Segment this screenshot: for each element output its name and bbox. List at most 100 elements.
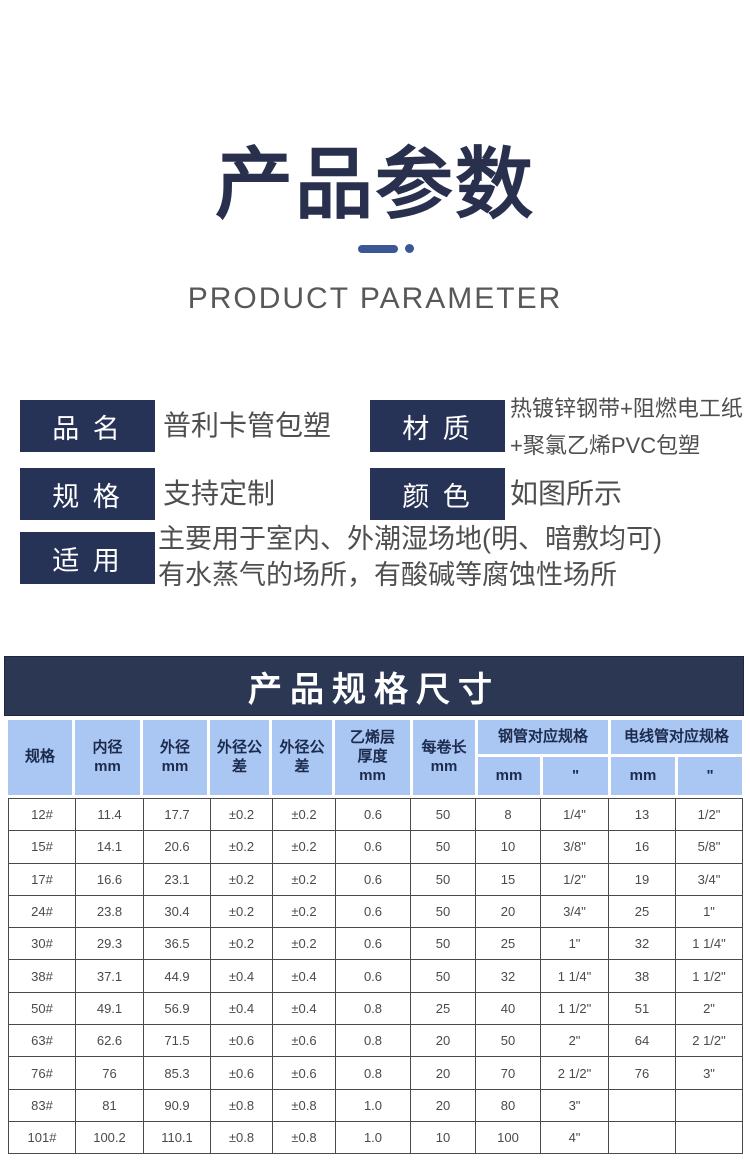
table-cell: 12# xyxy=(8,797,76,832)
table-row: 101# 100.2 110.1 ±0.8 ±0.8 1.0 10 100 4" xyxy=(8,1120,743,1155)
table-cell: 19 xyxy=(608,862,676,896)
column-header: 外径公差 xyxy=(210,720,269,795)
table-cell: 1 1/4" xyxy=(540,959,609,993)
page-title: 产品参数 xyxy=(214,140,535,228)
table-row: 15# 14.1 20.6 ±0.2 ±0.2 0.6 50 10 3/8" 16 5/8" xyxy=(8,830,743,864)
page-subtitle: PRODUCT PARAMETER xyxy=(187,282,563,315)
table-row: 17# 16.6 23.1 ±0.2 ±0.2 0.6 50 15 1/2" 19 3/4" xyxy=(8,862,743,896)
table-cell xyxy=(608,1088,676,1122)
table-cell: 1 1/2" xyxy=(675,959,743,993)
table-cell: 0.8 xyxy=(335,1024,411,1058)
sub-header: mm xyxy=(611,757,675,795)
table-cell: 0.6 xyxy=(335,927,411,961)
spec-value-specification: 支持定制 xyxy=(163,478,276,509)
table-cell: 76# xyxy=(8,1056,76,1090)
sub-header: " xyxy=(543,757,608,795)
table-row: 38# 37.1 44.9 ±0.4 ±0.4 0.6 50 32 1 1/4" 38 1 1/2" xyxy=(8,959,743,993)
table-cell: 5/8" xyxy=(675,830,743,864)
table-cell: ±0.8 xyxy=(210,1120,273,1155)
table-cell: 38 xyxy=(608,959,676,993)
table-cell: 1 1/4" xyxy=(675,927,743,961)
table-cell: 63# xyxy=(8,1024,76,1058)
table-cell: 100.2 xyxy=(75,1120,144,1155)
table-cell: 16 xyxy=(608,830,676,864)
spec-label-material: 材 质 xyxy=(370,400,505,452)
spec-label-specification: 规 格 xyxy=(20,468,155,520)
table-cell: 2" xyxy=(675,991,743,1026)
table-cell: 1.0 xyxy=(335,1088,411,1122)
table-cell: 50 xyxy=(410,894,476,929)
table-row: 24# 23.8 30.4 ±0.2 ±0.2 0.6 50 20 3/4" 25 1" xyxy=(8,894,743,929)
table-cell: 40 xyxy=(475,991,541,1026)
table-row: 63# 62.6 71.5 ±0.6 ±0.6 0.8 20 50 2" 64 2 1/2" xyxy=(8,1024,743,1058)
table-cell: ±0.2 xyxy=(210,927,273,961)
table-header: 规格 内径 mm 外径 mm 外径公差外径公差乙烯层 厚度 mm 每卷长 mm 钢管对应规格 mm " 电… xyxy=(8,720,742,795)
table-cell: 25 xyxy=(475,927,541,961)
table-cell: 0.6 xyxy=(335,830,411,864)
table-cell: 90.9 xyxy=(143,1088,211,1122)
table-cell: 51 xyxy=(608,991,676,1026)
table-cell: ±0.4 xyxy=(210,991,273,1026)
table-cell: 1" xyxy=(540,927,609,961)
table-cell: ±0.4 xyxy=(210,959,273,993)
table-cell: 44.9 xyxy=(143,959,211,993)
table-cell: 30# xyxy=(8,927,76,961)
table-cell: 2" xyxy=(540,1024,609,1058)
table-cell: 20 xyxy=(410,1024,476,1058)
table-cell: 50 xyxy=(410,797,476,832)
table-cell: ±0.6 xyxy=(210,1056,273,1090)
table-cell: ±0.6 xyxy=(272,1024,336,1058)
table-cell: 3/4" xyxy=(540,894,609,929)
table-cell: 0.6 xyxy=(335,959,411,993)
table-cell: ±0.6 xyxy=(272,1056,336,1090)
table-cell: 0.6 xyxy=(335,862,411,896)
table-cell: 10 xyxy=(410,1120,476,1155)
table-cell: 32 xyxy=(475,959,541,993)
table-cell: ±0.2 xyxy=(272,830,336,864)
column-header: 乙烯层 厚度 mm xyxy=(335,720,410,795)
table-cell: 23.1 xyxy=(143,862,211,896)
table-cell: 20 xyxy=(410,1088,476,1122)
table-cell: 70 xyxy=(475,1056,541,1090)
spec-value-application-line1: 主要用于室内、外潮湿场地(明、暗敷均可) xyxy=(158,524,662,554)
table-cell: 1.0 xyxy=(335,1120,411,1155)
column-header: 每卷长 mm xyxy=(413,720,475,795)
table-cell: 2 1/2" xyxy=(540,1056,609,1090)
table-cell: ±0.8 xyxy=(272,1120,336,1155)
column-header: 外径 mm xyxy=(143,720,207,795)
table-cell: 4" xyxy=(540,1120,609,1155)
table-cell: 29.3 xyxy=(75,927,144,961)
spec-label-application: 适 用 xyxy=(20,532,155,584)
table-cell: ±0.2 xyxy=(210,894,273,929)
sub-header: " xyxy=(678,757,742,795)
table-cell: 1/2" xyxy=(540,862,609,896)
table-cell: 15# xyxy=(8,830,76,864)
table-cell: 50 xyxy=(410,862,476,896)
table-cell: ±0.6 xyxy=(210,1024,273,1058)
table-cell: 8 xyxy=(475,797,541,832)
table-cell: 3/8" xyxy=(540,830,609,864)
sub-header: mm xyxy=(478,757,540,795)
spec-label-color: 颜 色 xyxy=(370,468,505,520)
table-cell: 17.7 xyxy=(143,797,211,832)
table-cell xyxy=(675,1088,743,1122)
table-cell: 0.8 xyxy=(335,1056,411,1090)
table-cell: ±0.8 xyxy=(272,1088,336,1122)
table-cell: 1/2" xyxy=(675,797,743,832)
spec-label-product-name: 品 名 xyxy=(20,400,155,452)
table-cell: 76 xyxy=(75,1056,144,1090)
table-cell: 1" xyxy=(675,894,743,929)
table-cell: 24# xyxy=(8,894,76,929)
column-header: 规格 xyxy=(8,720,72,795)
table-cell: 50 xyxy=(410,830,476,864)
table-cell: 110.1 xyxy=(143,1120,211,1155)
table-row: 12# 11.4 17.7 ±0.2 ±0.2 0.6 50 8 1/4" 13 1/2" xyxy=(8,797,743,832)
table-cell: 80 xyxy=(475,1088,541,1122)
table-cell: 25 xyxy=(410,991,476,1026)
group-header: 钢管对应规格 xyxy=(478,720,608,754)
table-cell: 100 xyxy=(475,1120,541,1155)
spec-value-application-line2: 有水蒸气的场所，有酸碱等腐蚀性场所 xyxy=(158,560,617,590)
table-cell: 76 xyxy=(608,1056,676,1090)
table-cell: 15 xyxy=(475,862,541,896)
table-cell: 16.6 xyxy=(75,862,144,896)
